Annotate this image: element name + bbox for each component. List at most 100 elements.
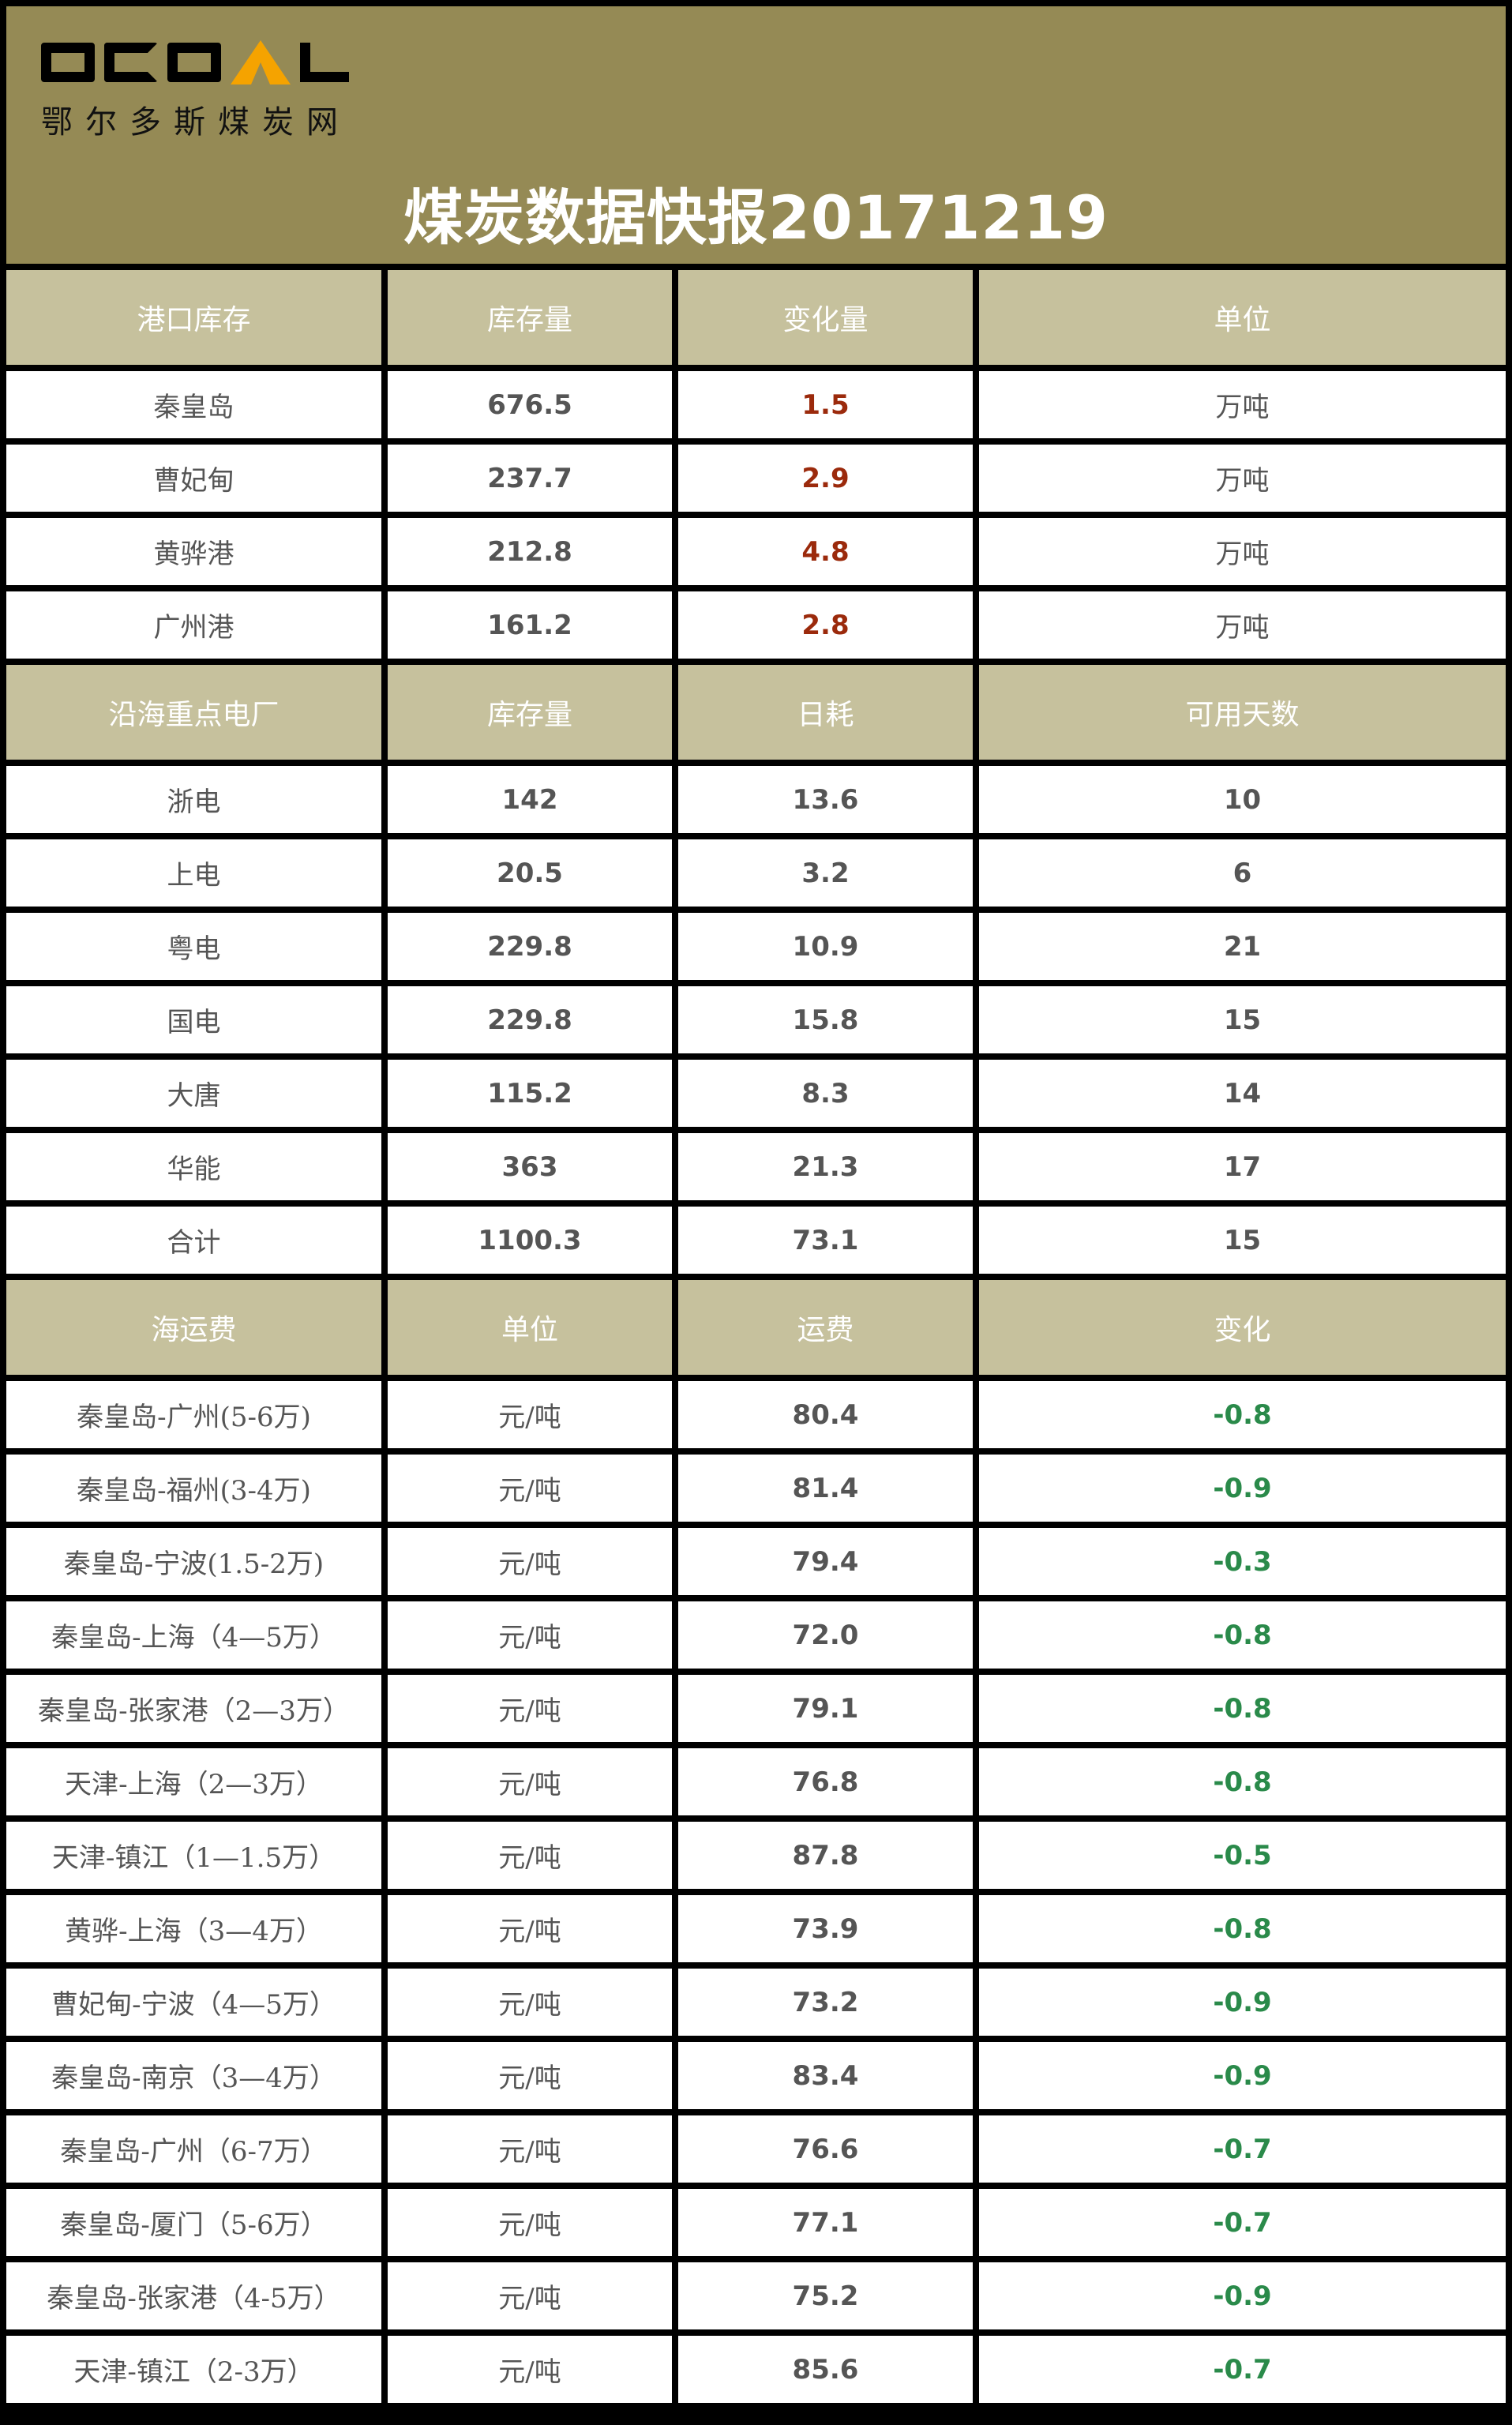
plant-daily: 13.6	[678, 766, 973, 833]
plant-stock: 142	[388, 766, 672, 833]
row-divider	[6, 2109, 1506, 2115]
freight-unit: 元/吨	[388, 2189, 672, 2256]
freight-change: -0.8	[979, 1675, 1506, 1742]
port-unit: 万吨	[979, 445, 1506, 512]
plant-daily: 3.2	[678, 839, 973, 907]
row-divider	[6, 1053, 1506, 1060]
row-divider	[6, 2329, 1506, 2336]
freight-route: 秦皇岛-张家港（2—3万）	[6, 1675, 381, 1742]
row-divider	[6, 2036, 1506, 2042]
freight-unit: 元/吨	[388, 1822, 672, 1889]
plant-stock: 20.5	[388, 839, 672, 907]
row-divider	[6, 1274, 1506, 1280]
freight-change: -0.8	[979, 1748, 1506, 1815]
freight-unit: 元/吨	[388, 1748, 672, 1815]
freight-price: 72.0	[678, 1601, 973, 1669]
row-divider	[6, 1742, 1506, 1748]
freight-route: 天津-上海（2—3万）	[6, 1748, 381, 1815]
plant-stock: 229.8	[388, 913, 672, 980]
logo-mark	[41, 30, 396, 95]
freight-price: 79.4	[678, 1528, 973, 1595]
freight-header-cell: 变化	[979, 1280, 1506, 1375]
freight-header-cell: 运费	[678, 1280, 973, 1375]
plant-name: 合计	[6, 1207, 381, 1274]
port-change: 1.5	[678, 371, 973, 438]
freight-price: 75.2	[678, 2262, 973, 2329]
freight-change: -0.9	[979, 2262, 1506, 2329]
port-stock: 237.7	[388, 445, 672, 512]
plant-daily: 8.3	[678, 1060, 973, 1127]
row-divider	[6, 1815, 1506, 1822]
row-divider	[6, 1595, 1506, 1601]
freight-unit: 元/吨	[388, 1675, 672, 1742]
plant-name: 华能	[6, 1133, 381, 1200]
freight-change: -0.7	[979, 2115, 1506, 2183]
plant-header-cell: 沿海重点电厂	[6, 665, 381, 760]
row-divider	[6, 1127, 1506, 1133]
row-divider	[6, 1200, 1506, 1207]
row-divider	[6, 659, 1506, 665]
port-header-cell: 变化量	[678, 270, 973, 365]
row-divider	[6, 1375, 1506, 1381]
freight-unit: 元/吨	[388, 1601, 672, 1669]
freight-header-cell: 单位	[388, 1280, 672, 1375]
logo-subtitle: 鄂尔多斯煤炭网	[41, 104, 351, 141]
plant-name: 粤电	[6, 913, 381, 980]
row-divider	[6, 512, 1506, 518]
freight-route: 天津-镇江（1—1.5万）	[6, 1822, 381, 1889]
plant-days: 21	[979, 913, 1506, 980]
plant-name: 大唐	[6, 1060, 381, 1127]
freight-price: 79.1	[678, 1675, 973, 1742]
freight-route: 天津-镇江（2-3万）	[6, 2336, 381, 2403]
row-divider	[6, 365, 1506, 371]
freight-unit: 元/吨	[388, 1528, 672, 1595]
row-divider	[6, 760, 1506, 766]
freight-unit: 元/吨	[388, 2115, 672, 2183]
plant-name: 国电	[6, 986, 381, 1053]
row-divider	[6, 833, 1506, 839]
row-divider	[6, 1448, 1506, 1455]
ocoal-logo: 鄂尔多斯煤炭网	[41, 30, 396, 141]
freight-route: 秦皇岛-上海（4—5万）	[6, 1601, 381, 1669]
row-divider	[6, 2183, 1506, 2189]
freight-price: 76.8	[678, 1748, 973, 1815]
plant-daily: 73.1	[678, 1207, 973, 1274]
plant-daily: 10.9	[678, 913, 973, 980]
plant-header-cell: 库存量	[388, 665, 672, 760]
plant-name: 浙电	[6, 766, 381, 833]
freight-route: 秦皇岛-南京（3—4万）	[6, 2042, 381, 2109]
port-change: 2.8	[678, 591, 973, 659]
freight-price: 80.4	[678, 1381, 973, 1448]
freight-route: 秦皇岛-广州（6-7万）	[6, 2115, 381, 2183]
data-table: 港口库存 库存量 变化量 单位 秦皇岛 676.5 1.5 万吨 曹妃甸 237.7 2.9 万吨 黄骅…	[6, 270, 1506, 2403]
port-stock: 161.2	[388, 591, 672, 659]
plant-days: 6	[979, 839, 1506, 907]
port-change: 2.9	[678, 445, 973, 512]
freight-unit: 元/吨	[388, 1895, 672, 1962]
freight-change: -0.8	[979, 1895, 1506, 1962]
row-divider	[6, 1669, 1506, 1675]
freight-price: 77.1	[678, 2189, 973, 2256]
port-name: 黄骅港	[6, 518, 381, 585]
row-divider	[6, 438, 1506, 445]
freight-price: 83.4	[678, 2042, 973, 2109]
freight-change: -0.7	[979, 2336, 1506, 2403]
freight-change: -0.9	[979, 2042, 1506, 2109]
freight-unit: 元/吨	[388, 1455, 672, 1522]
freight-change: -0.9	[979, 1455, 1506, 1522]
freight-route: 黄骅-上海（3—4万）	[6, 1895, 381, 1962]
plant-days: 15	[979, 986, 1506, 1053]
freight-price: 73.2	[678, 1969, 973, 2036]
freight-price: 76.6	[678, 2115, 973, 2183]
port-stock: 212.8	[388, 518, 672, 585]
port-stock: 676.5	[388, 371, 672, 438]
logo-letter-l	[300, 43, 349, 82]
freight-route: 曹妃甸-宁波（4—5万）	[6, 1969, 381, 2036]
logo-letter-o2	[167, 43, 221, 82]
plant-stock: 115.2	[388, 1060, 672, 1127]
logo-letter-o	[41, 43, 95, 82]
plant-name: 上电	[6, 839, 381, 907]
port-name: 广州港	[6, 591, 381, 659]
freight-route: 秦皇岛-广州(5-6万)	[6, 1381, 381, 1448]
